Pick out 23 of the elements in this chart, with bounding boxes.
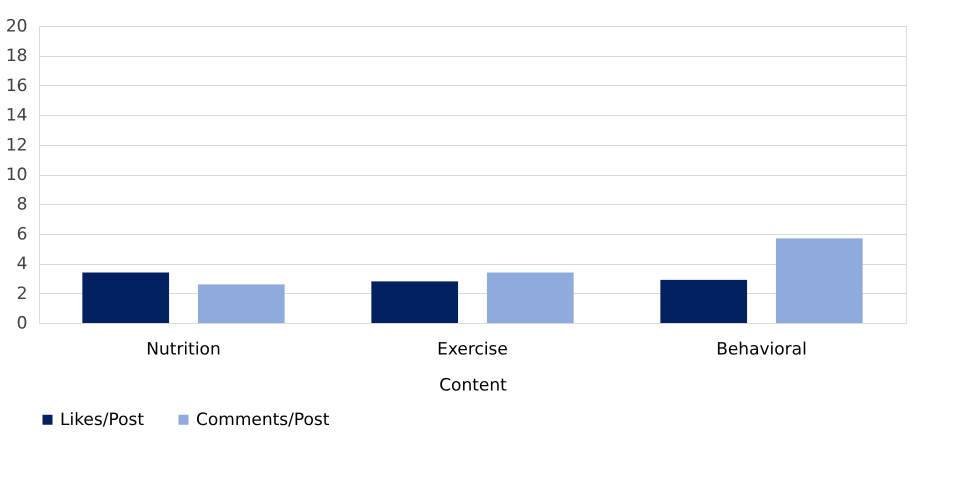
y-tick-label: 12 bbox=[6, 135, 28, 156]
y-tick-label: 20 bbox=[6, 16, 28, 36]
bar bbox=[776, 238, 863, 323]
bar bbox=[198, 284, 285, 323]
bar bbox=[82, 272, 170, 323]
bar bbox=[486, 272, 574, 323]
y-tick-label: 16 bbox=[6, 76, 28, 96]
y-tick-label: 6 bbox=[16, 224, 28, 244]
x-axis-title: Content bbox=[439, 376, 508, 396]
y-tick-label: 14 bbox=[6, 106, 28, 126]
bar bbox=[660, 280, 748, 323]
x-tick-label: Behavioral bbox=[716, 340, 807, 360]
legend-label: Comments/Post bbox=[196, 410, 330, 430]
legend-label: Likes/Post bbox=[60, 410, 144, 430]
y-tick-label: 0 bbox=[16, 314, 28, 334]
x-tick-label: Exercise bbox=[437, 340, 508, 360]
y-tick-label: 18 bbox=[6, 46, 28, 66]
x-tick-label: Nutrition bbox=[146, 340, 221, 360]
bar bbox=[371, 281, 458, 323]
y-tick-label: 10 bbox=[6, 165, 28, 185]
y-tick-label: 8 bbox=[16, 194, 28, 215]
y-tick-label: 2 bbox=[16, 284, 28, 304]
y-tick-label: 4 bbox=[16, 254, 28, 274]
